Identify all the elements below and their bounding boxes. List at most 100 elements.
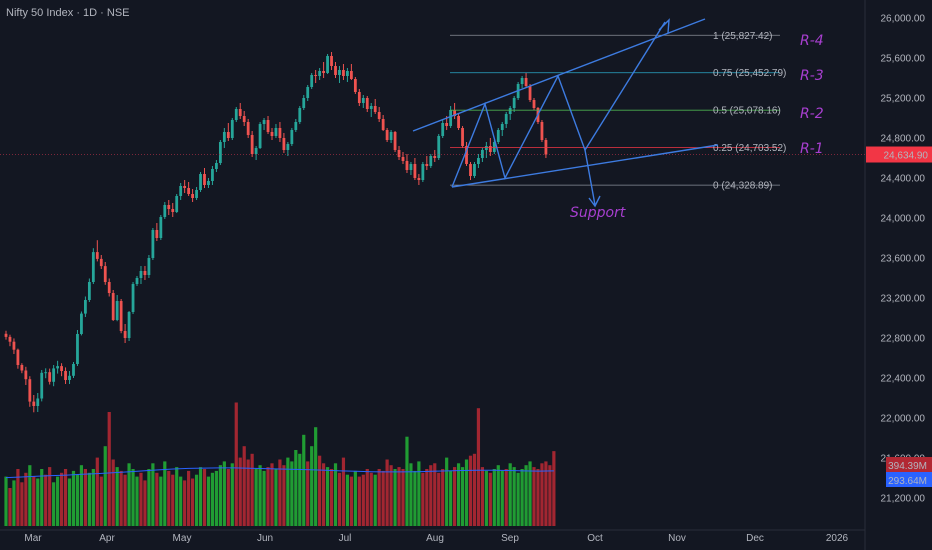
candle xyxy=(481,150,484,158)
candle xyxy=(56,366,60,369)
volume-bar xyxy=(413,470,417,526)
candle xyxy=(246,122,250,135)
candle xyxy=(258,124,262,148)
volume-bar xyxy=(488,472,492,526)
candle xyxy=(36,398,40,406)
volume-bar xyxy=(67,478,72,526)
candle xyxy=(504,114,508,124)
candle xyxy=(254,148,258,154)
candle xyxy=(346,71,349,76)
y-tick-label: 22,400.00 xyxy=(881,374,926,385)
volume-bar xyxy=(12,480,16,526)
volume-bar xyxy=(28,465,32,526)
candle xyxy=(183,186,187,188)
volume-bar xyxy=(389,465,393,526)
volume-bar xyxy=(111,459,115,526)
candle xyxy=(540,122,544,140)
volume-bar xyxy=(532,467,536,526)
volume-bar xyxy=(314,427,318,526)
candle xyxy=(115,301,119,320)
candle xyxy=(171,209,175,212)
candle xyxy=(318,71,322,76)
candle xyxy=(68,375,71,380)
candle xyxy=(524,78,528,86)
candle xyxy=(99,258,103,267)
volume-bar xyxy=(194,474,199,526)
volume-bar xyxy=(377,469,381,526)
candle xyxy=(512,98,516,108)
volume-bar xyxy=(135,476,139,526)
volume-bar xyxy=(270,463,274,526)
volume-bar xyxy=(306,461,310,526)
volume-bar xyxy=(393,469,397,526)
candle xyxy=(91,252,95,282)
volume-bar xyxy=(123,474,127,526)
candle xyxy=(143,271,147,275)
candle xyxy=(4,333,8,337)
candle xyxy=(469,164,472,176)
candle xyxy=(167,205,171,209)
volume-bar xyxy=(381,470,385,526)
candle xyxy=(461,128,464,146)
candle xyxy=(20,365,24,371)
candle xyxy=(111,293,115,320)
candle xyxy=(349,71,353,79)
volume-bar xyxy=(218,465,222,526)
candle xyxy=(95,252,99,259)
volume-bar xyxy=(520,469,524,526)
candle xyxy=(28,379,32,402)
candle xyxy=(441,123,445,136)
volume-bar xyxy=(337,472,342,526)
candle xyxy=(405,161,409,170)
volume-bar xyxy=(266,467,270,526)
volume-bar xyxy=(210,472,215,526)
candle xyxy=(40,372,44,399)
volume-bar xyxy=(187,470,191,526)
volume-bar xyxy=(516,472,520,526)
volume-bar xyxy=(445,457,449,526)
volume-bar xyxy=(405,436,409,526)
volume-bar xyxy=(385,459,389,526)
volume-bar xyxy=(79,465,84,526)
candle xyxy=(72,364,75,376)
volume-bar xyxy=(238,457,242,526)
volume-bar xyxy=(75,474,80,526)
volume-ma-line xyxy=(5,467,554,479)
candle xyxy=(365,98,369,109)
volume-bar xyxy=(329,469,334,526)
volume-bar xyxy=(40,469,44,526)
volume-bar xyxy=(56,476,60,526)
y-tick-label: 26,000.00 xyxy=(881,14,926,25)
candle xyxy=(417,178,421,180)
volume-bar xyxy=(36,478,40,526)
candle xyxy=(286,144,290,150)
volume-bar xyxy=(552,451,556,526)
support-label: Support xyxy=(570,205,626,221)
candle xyxy=(218,142,222,163)
candle xyxy=(326,56,329,73)
volume-bar xyxy=(59,472,64,526)
x-tick-label: Dec xyxy=(746,533,764,544)
volume-bar xyxy=(83,469,87,526)
fib-level-label: 0 (24,328.89) xyxy=(713,181,773,192)
volume-bar xyxy=(171,474,175,526)
chart-title: Nifty 50 Index · 1D · NSE xyxy=(6,7,130,19)
volume-bar xyxy=(437,472,441,526)
candle xyxy=(234,109,238,120)
candle xyxy=(445,123,449,126)
volume-bar xyxy=(508,463,512,526)
volume-bar xyxy=(246,459,250,526)
y-tick-label: 22,000.00 xyxy=(881,414,926,425)
y-tick-label: 22,800.00 xyxy=(881,334,926,345)
volume-bar xyxy=(87,472,91,526)
volume-bar xyxy=(24,472,28,526)
volume-bar xyxy=(421,472,425,526)
volume-bar xyxy=(131,469,135,526)
volume-bar xyxy=(441,469,445,526)
resistance-label: R-3 xyxy=(800,68,824,84)
candle xyxy=(8,336,12,342)
y-tick-label: 24,800.00 xyxy=(881,134,926,145)
volume-bar xyxy=(155,472,159,526)
volume-bar xyxy=(544,461,548,526)
candle xyxy=(492,142,496,152)
